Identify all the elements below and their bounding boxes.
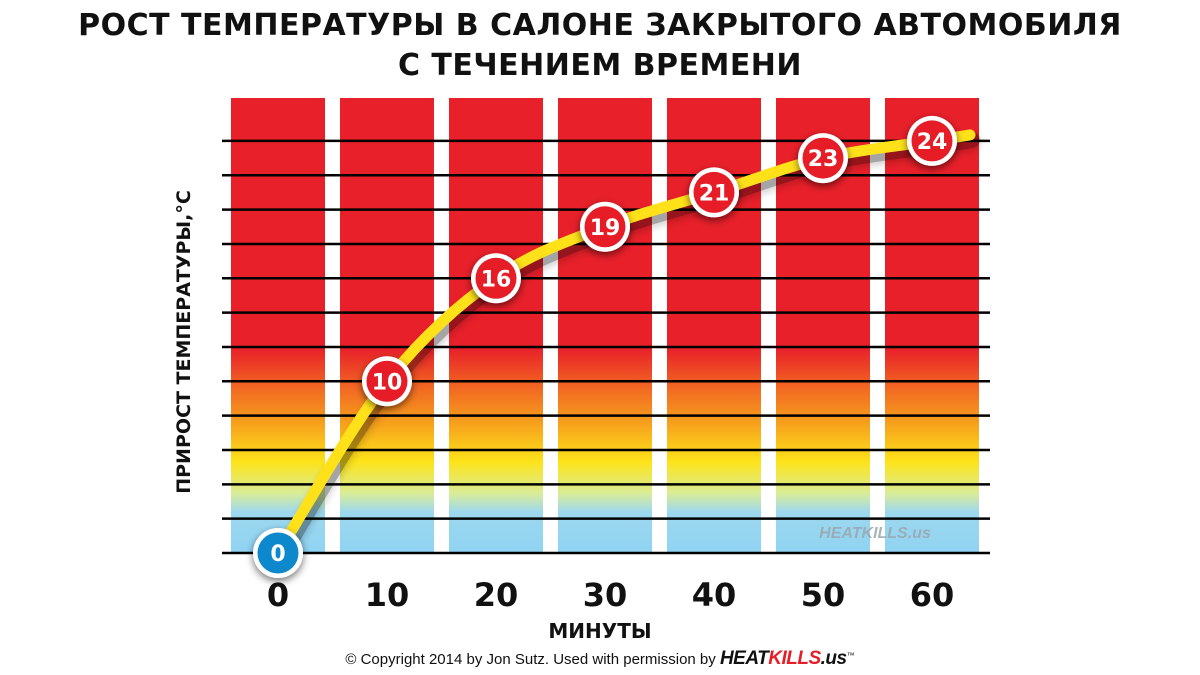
column-band-30 [558, 98, 652, 553]
data-label-0: 0 [270, 542, 285, 567]
column-band-20 [449, 98, 543, 553]
data-label-60: 24 [917, 130, 948, 155]
watermark: HEATKILLS.us [819, 525, 931, 542]
data-label-10: 10 [372, 370, 403, 395]
x-tick-label-10: 10 [365, 576, 410, 614]
brand-us: .us [820, 648, 847, 669]
marker-fill [584, 206, 626, 248]
brand-kills: KILLS [768, 648, 821, 669]
y-axis-label: ПРИРОСТ ТЕМПЕРАТУРЫ,°C [173, 190, 195, 494]
data-point-60 [907, 115, 957, 166]
data-label-30: 19 [590, 216, 621, 241]
x-tick-label-40: 40 [692, 576, 737, 614]
marker-fill [257, 532, 299, 574]
data-label-20: 16 [481, 267, 512, 292]
data-point-40 [689, 167, 739, 218]
copyright-footer: © Copyright 2014 by Jon Sutz. Used with … [0, 648, 1200, 670]
column-band-0 [231, 98, 325, 553]
marker-fill [802, 137, 844, 179]
data-point-30 [580, 201, 630, 252]
x-tick-label-20: 20 [474, 576, 519, 614]
brand-logo: HEATKILLS.us [720, 648, 847, 669]
x-axis-label: МИНУТЫ [548, 619, 651, 643]
data-label-50: 23 [808, 147, 839, 172]
trademark: ™ [846, 651, 855, 660]
x-tick-label-30: 30 [583, 576, 628, 614]
copyright-text: © Copyright 2014 by Jon Sutz. Used with … [345, 651, 716, 668]
data-label-40: 21 [699, 181, 730, 206]
marker-fill [911, 120, 953, 162]
x-tick-label-60: 60 [910, 576, 955, 614]
data-point-20 [471, 253, 521, 304]
data-point-10 [362, 356, 412, 407]
x-tick-label-50: 50 [801, 576, 846, 614]
data-point-0 [253, 528, 303, 578]
data-point-50 [798, 133, 848, 184]
chart-title: РОСТ ТЕМПЕРАТУРЫ В САЛОНЕ ЗАКРЫТОГО АВТО… [78, 8, 1122, 83]
marker-fill [475, 257, 517, 299]
x-tick-label-0: 0 [267, 576, 289, 614]
marker-fill [366, 360, 408, 402]
column-band-10 [340, 98, 434, 553]
column-band-60 [885, 98, 979, 553]
brand-heat: HEAT [719, 648, 769, 669]
marker-fill [693, 171, 735, 213]
